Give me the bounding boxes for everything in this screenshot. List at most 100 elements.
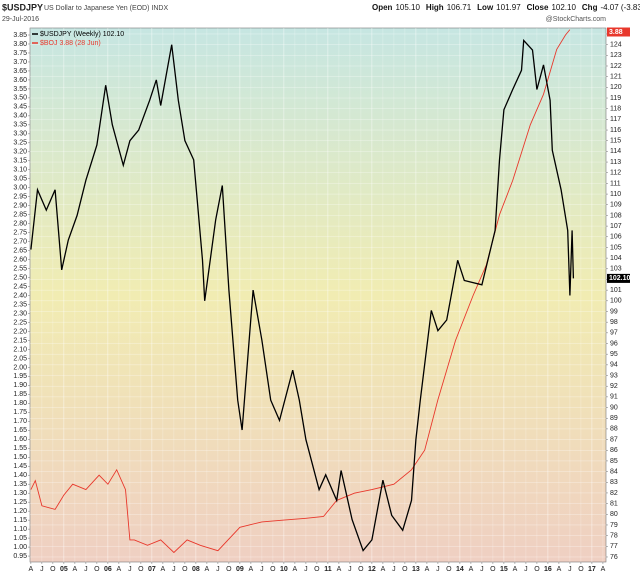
x-tick-label: A bbox=[249, 566, 254, 573]
y2-tick-label: 110 bbox=[610, 191, 621, 198]
y-tick-label: 3.35 bbox=[13, 122, 27, 129]
y2-tick-label: 123 bbox=[610, 52, 622, 59]
x-tick-label: J bbox=[524, 566, 528, 573]
y2-tick-label: 119 bbox=[610, 95, 621, 102]
y-tick-label: 3.05 bbox=[13, 176, 27, 183]
watermark: @StockCharts.com bbox=[546, 16, 607, 23]
y2-tick-label: 113 bbox=[610, 159, 621, 166]
x-tick-label: 11 bbox=[324, 566, 332, 573]
y2-tick-label: 95 bbox=[610, 351, 618, 358]
quote-label: Close bbox=[526, 3, 549, 12]
y2-tick-label: 78 bbox=[610, 532, 618, 539]
x-tick-label: A bbox=[161, 566, 166, 573]
y2-tick-label: 115 bbox=[610, 138, 621, 145]
chart-title: $USDJPY bbox=[2, 2, 43, 12]
y-tick-label: 2.10 bbox=[13, 346, 27, 353]
y2-tick-label: 124 bbox=[610, 41, 622, 48]
series-line bbox=[30, 38, 575, 552]
y2-tick-label: 94 bbox=[610, 362, 618, 369]
price-tag-label: 3.88 bbox=[609, 29, 623, 36]
y2-tick-label: 90 bbox=[610, 404, 618, 411]
y-tick-label: 2.70 bbox=[13, 238, 27, 245]
y2-tick-label: 80 bbox=[610, 511, 618, 518]
x-tick-label: O bbox=[94, 566, 100, 573]
y-tick-label: 2.60 bbox=[13, 256, 27, 263]
x-tick-label: 05 bbox=[60, 566, 68, 573]
y-tick-label: 1.70 bbox=[13, 418, 27, 425]
quote-value: 101.97 bbox=[496, 3, 521, 12]
x-tick-label: 08 bbox=[192, 566, 200, 573]
y-tick-label: 2.85 bbox=[13, 212, 27, 219]
y-tick-label: 2.35 bbox=[13, 301, 27, 308]
x-tick-label: J bbox=[84, 566, 88, 573]
price-tag bbox=[607, 273, 630, 283]
y2-tick-label: 99 bbox=[610, 308, 618, 315]
y2-tick-label: 89 bbox=[610, 415, 618, 422]
y-tick-label: 2.20 bbox=[13, 328, 27, 335]
x-tick-label: A bbox=[557, 566, 562, 573]
x-tick-label: A bbox=[205, 566, 210, 573]
x-tick-label: O bbox=[270, 566, 276, 573]
y-tick-label: 1.75 bbox=[13, 409, 27, 416]
y2-tick-label: 79 bbox=[610, 522, 618, 529]
x-tick-label: O bbox=[490, 566, 496, 573]
y-tick-label: 1.10 bbox=[13, 526, 27, 533]
x-tick-label: 15 bbox=[500, 566, 508, 573]
y2-tick-label: 100 bbox=[610, 298, 622, 305]
x-tick-label: O bbox=[446, 566, 452, 573]
x-tick-label: 07 bbox=[148, 566, 156, 573]
y-tick-label: 2.95 bbox=[13, 194, 27, 201]
price-tag-label: 102.10 bbox=[609, 275, 631, 282]
y-tick-label: 2.80 bbox=[13, 221, 27, 228]
y2-tick-label: 120 bbox=[610, 84, 622, 91]
y-tick-label: 3.00 bbox=[13, 185, 27, 192]
x-tick-label: O bbox=[226, 566, 232, 573]
x-tick-label: 09 bbox=[236, 566, 244, 573]
y-tick-label: 1.15 bbox=[13, 517, 27, 524]
x-tick-label: A bbox=[381, 566, 386, 573]
quote-value: 105.10 bbox=[395, 3, 420, 12]
x-tick-label: 12 bbox=[368, 566, 376, 573]
y2-tick-label: 97 bbox=[610, 330, 618, 337]
y-tick-label: 3.10 bbox=[13, 167, 27, 174]
x-tick-label: A bbox=[601, 566, 606, 573]
y-tick-label: 2.05 bbox=[13, 355, 27, 362]
x-tick-label: O bbox=[402, 566, 408, 573]
quote-label: Low bbox=[477, 3, 494, 12]
price-tag bbox=[607, 27, 630, 37]
y-tick-label: 1.80 bbox=[13, 400, 27, 407]
x-tick-label: O bbox=[358, 566, 364, 573]
x-tick-label: O bbox=[182, 566, 188, 573]
y2-tick-label: 101 bbox=[610, 287, 622, 294]
y-tick-label: 2.15 bbox=[13, 337, 27, 344]
chart-subtitle: US Dollar to Japanese Yen (EOD) INDX bbox=[44, 5, 168, 12]
x-tick-label: J bbox=[216, 566, 220, 573]
y2-tick-label: 103 bbox=[610, 266, 622, 273]
x-tick-label: J bbox=[436, 566, 440, 573]
y-tick-label: 1.40 bbox=[13, 472, 27, 479]
y-tick-label: 3.55 bbox=[13, 86, 27, 93]
y2-tick-label: 96 bbox=[610, 340, 618, 347]
x-tick-label: A bbox=[293, 566, 298, 573]
y2-tick-label: 121 bbox=[610, 74, 622, 81]
x-tick-label: A bbox=[117, 566, 122, 573]
y-tick-label: 1.85 bbox=[13, 391, 27, 398]
x-tick-label: J bbox=[392, 566, 396, 573]
y2-tick-label: 87 bbox=[610, 436, 618, 443]
y2-tick-label: 104 bbox=[610, 255, 622, 262]
y-tick-label: 0.95 bbox=[13, 553, 27, 560]
chart-date: 29-Jul-2016 bbox=[2, 16, 39, 23]
y-tick-label: 1.55 bbox=[13, 445, 27, 452]
y-tick-label: 3.75 bbox=[13, 50, 27, 57]
x-tick-label: A bbox=[469, 566, 474, 573]
y2-tick-label: 111 bbox=[610, 180, 621, 187]
y2-tick-label: 91 bbox=[610, 394, 618, 401]
x-tick-label: J bbox=[480, 566, 484, 573]
y2-tick-label: 83 bbox=[610, 479, 618, 486]
y-tick-label: 1.35 bbox=[13, 481, 27, 488]
y2-tick-label: 118 bbox=[610, 106, 621, 113]
y-tick-label: 3.80 bbox=[13, 41, 27, 48]
y-tick-label: 1.90 bbox=[13, 382, 27, 389]
y-tick-label: 1.95 bbox=[13, 373, 27, 380]
